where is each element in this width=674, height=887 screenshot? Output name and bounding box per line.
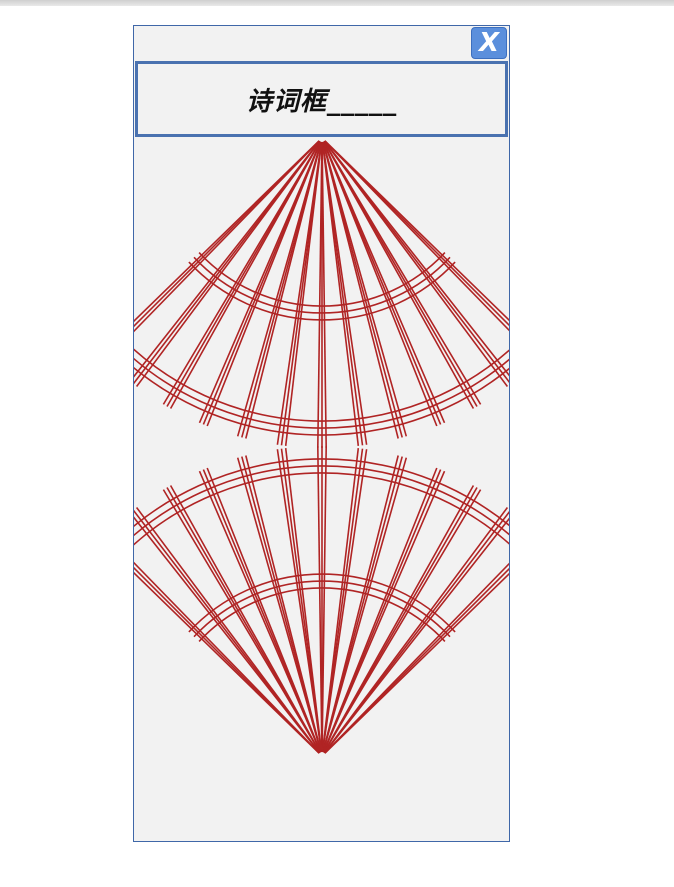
- poem-text: 诗词框_____: [245, 86, 397, 117]
- top-fan-rib: [323, 140, 509, 377]
- top-fan-rib: [324, 140, 509, 322]
- bottom-fan-rib: [134, 561, 320, 754]
- poem-dialog: X 诗词框_____: [133, 25, 510, 842]
- bottom-fan-rib: [135, 507, 321, 754]
- top-fan-rib: [236, 141, 322, 437]
- top-fan-rib: [323, 140, 509, 383]
- bottom-fan-arc: [198, 587, 446, 642]
- top-fan-arc: [198, 252, 446, 307]
- bottom-fan-arc: [188, 573, 456, 633]
- top-fan-rib: [134, 140, 321, 378]
- bottom-fan-rib: [206, 467, 322, 753]
- bottom-fan-rib: [322, 456, 403, 753]
- bottom-fan-rib: [322, 457, 408, 753]
- top-fan-rib: [134, 140, 320, 333]
- bottom-fan-rib: [245, 455, 322, 753]
- top-fan-pattern: [134, 140, 509, 449]
- top-fan-rib: [322, 141, 408, 437]
- bottom-fan-arc: [134, 472, 509, 546]
- bottom-fan-rib: [321, 449, 368, 753]
- bottom-fan-rib: [169, 485, 321, 753]
- close-button[interactable]: X: [471, 27, 507, 59]
- bottom-fan-rib: [322, 470, 446, 753]
- top-fan-arc: [188, 261, 456, 321]
- bottom-fan-rib: [321, 445, 327, 753]
- bottom-fan-rib: [323, 489, 482, 754]
- bottom-fan-rib: [323, 511, 509, 754]
- close-button-label: X: [478, 28, 500, 58]
- bottom-fan-rib: [236, 457, 322, 753]
- bottom-fan-rib: [324, 572, 509, 754]
- poem-box[interactable]: 诗词框_____: [135, 61, 508, 137]
- top-fan-rib: [323, 140, 482, 405]
- top-fan-rib: [284, 141, 323, 446]
- window-top-edge: [0, 0, 674, 6]
- top-fan-arc: [134, 357, 509, 429]
- top-fan-rib: [169, 141, 321, 409]
- bottom-fan-rib: [323, 517, 509, 754]
- top-fan-arc: [134, 366, 509, 436]
- bottom-fan-arc: [134, 458, 509, 528]
- top-fan-arc: [134, 348, 509, 422]
- bottom-fan-arc: [134, 465, 509, 537]
- fan-decoration: [134, 140, 509, 754]
- top-fan-rib: [321, 141, 368, 445]
- top-fan-rib: [322, 141, 446, 424]
- bottom-fan-pattern: [134, 445, 509, 754]
- bottom-fan-rib: [134, 516, 321, 754]
- bottom-fan-arc: [193, 580, 451, 638]
- bottom-fan-rib: [284, 448, 323, 753]
- top-fan-rib: [321, 141, 327, 449]
- top-fan-rib: [245, 141, 322, 439]
- top-fan-rib: [322, 141, 403, 438]
- top-fan-rib: [206, 141, 322, 427]
- top-fan-rib: [135, 140, 321, 387]
- top-fan-arc: [193, 256, 451, 314]
